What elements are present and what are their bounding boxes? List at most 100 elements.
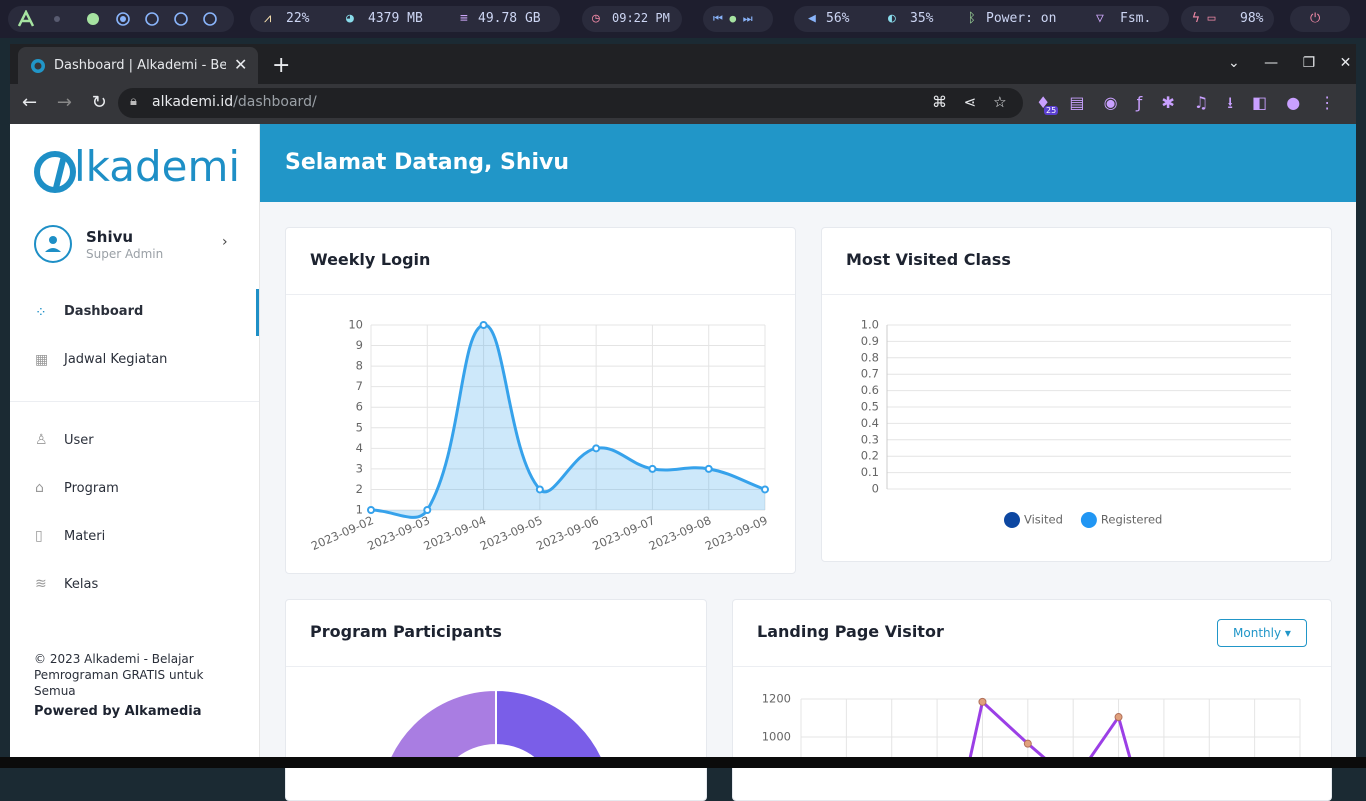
url-path: /dashboard/ xyxy=(233,94,317,110)
menu-item[interactable]: Materi xyxy=(64,529,106,544)
y-tick-label: 0.1 xyxy=(861,465,879,479)
menu-item[interactable]: Kelas xyxy=(64,577,99,592)
x-tick-label: 2023-09-06 xyxy=(534,513,601,553)
tab[interactable]: Dashboard | Alkademi - Belajar ✕ xyxy=(18,47,258,84)
x-tick-label: 2023-09-03 xyxy=(365,513,432,553)
menu-icon: ≋ xyxy=(35,576,47,592)
legend-swatch xyxy=(1004,512,1020,528)
y-tick-label: 3 xyxy=(356,461,363,475)
x-tick-label: 2023-09-05 xyxy=(478,513,545,553)
card-title: Program Participants xyxy=(310,622,502,641)
power-button[interactable]: ⏻ xyxy=(1310,11,1321,26)
bluetooth-icon: ᛒ xyxy=(968,11,976,26)
volume: 56% xyxy=(826,11,850,26)
card-divider xyxy=(733,666,1331,667)
point xyxy=(978,697,987,706)
memory: 4379 MB xyxy=(368,11,423,26)
address-bar[interactable]: 🔒︎ alkademi.id/dashboard/ ⌘ ⋖ ☆ xyxy=(118,88,1023,118)
url-host: alkademi.id xyxy=(152,94,234,110)
brightness: 35% xyxy=(910,11,934,26)
point xyxy=(704,464,713,473)
stats xyxy=(250,6,560,32)
memory-icon: ◕ xyxy=(346,11,354,26)
y-tick-label: 4 xyxy=(356,441,363,455)
system-bar: ⩘ 22% ◕ 4379 MB ≡ 49.78 GB ◷ 09:22 PM ⏮ … xyxy=(0,0,1366,38)
indicators xyxy=(794,6,1169,32)
header-title: Selamat Datang, Shivu xyxy=(285,150,570,175)
charts: 123456789102023-09-022023-09-032023-09-0… xyxy=(309,318,1301,757)
menu-item[interactable]: User xyxy=(64,433,94,448)
header: Selamat Datang, Shivu xyxy=(260,124,1356,202)
tab-close[interactable]: ✕ xyxy=(234,55,248,74)
wifi: Fsm. xyxy=(1120,11,1152,26)
user-name: Shivu xyxy=(86,228,134,246)
user-chevron[interactable]: › xyxy=(222,234,228,250)
filter-dropdown[interactable]: Monthly ▾ xyxy=(1217,619,1307,647)
point xyxy=(479,321,488,329)
y-tick-label: 7 xyxy=(356,379,363,393)
point xyxy=(761,485,769,494)
y-tick-label: 8 xyxy=(356,359,363,373)
menu-icon: ♙ xyxy=(35,432,48,448)
menu-icon: ⁘ xyxy=(35,305,47,321)
card: Most Visited Class xyxy=(821,227,1332,562)
media[interactable] xyxy=(703,6,773,32)
y-tick-label: 0.3 xyxy=(861,432,879,446)
y-tick-label: 6 xyxy=(356,400,363,414)
point xyxy=(367,506,375,514)
favicon xyxy=(31,59,45,73)
menu-item[interactable]: Jadwal Kegiatan xyxy=(64,352,168,367)
line xyxy=(968,698,1132,757)
wifi-icon: ▽ xyxy=(1096,11,1104,26)
y-tick-label: 0.7 xyxy=(861,367,879,381)
extensions[interactable]: ♦ ▤ ◉ ƒ ✱ ♫ ⭳ ◧ ● ⋮ xyxy=(1036,93,1336,112)
x-tick-label: 2023-09-04 xyxy=(421,513,488,553)
logo: lkademi xyxy=(74,142,241,191)
y-tick-label: 0.6 xyxy=(861,383,879,397)
clock: 09:22 PM xyxy=(612,11,670,25)
address-actions[interactable]: ⌘ ⋖ ☆ xyxy=(932,93,1007,111)
menu-icon: ⌂ xyxy=(35,480,44,496)
media-controls[interactable]: ⏮ ● ⏭ xyxy=(713,12,753,25)
y-tick-label: 1200 xyxy=(762,692,791,706)
x-tick-label: 2023-09-07 xyxy=(590,513,657,553)
active-indicator xyxy=(256,289,259,336)
y-tick-label: 0.9 xyxy=(861,334,879,348)
y-tick-label: 10 xyxy=(348,318,363,332)
window-controls[interactable]: ⌄ — ❐ ✕ xyxy=(1228,55,1352,71)
y-tick-label: 0 xyxy=(872,482,879,496)
new-tab[interactable]: + xyxy=(272,53,291,78)
filter-label: Monthly xyxy=(1233,626,1282,640)
point xyxy=(1114,713,1123,722)
legend-label: Registered xyxy=(1101,513,1162,527)
card-divider xyxy=(822,294,1331,295)
menu-icon: ▦ xyxy=(35,352,49,368)
cpu-icon: ⩘ xyxy=(264,11,272,26)
x-tick-label: 2023-09-09 xyxy=(703,513,770,553)
divider xyxy=(10,401,259,402)
y-tick-label: 1000 xyxy=(762,730,791,744)
card-divider xyxy=(286,294,795,295)
menu-item[interactable]: Dashboard xyxy=(64,304,144,319)
disk: 49.78 GB xyxy=(478,11,541,26)
menu-item[interactable]: Program xyxy=(64,481,119,496)
y-tick-label: 1 xyxy=(356,503,363,517)
y-tick-label: 5 xyxy=(356,420,363,434)
y-tick-label: 2 xyxy=(356,482,363,496)
footer: © 2023 Alkademi - Belajar Pemrograman GR… xyxy=(34,652,204,698)
lock-icon: 🔒︎ xyxy=(130,94,137,109)
powered-by: Powered by Alkamedia xyxy=(34,704,202,719)
tab-title: Dashboard | Alkademi - Belajar xyxy=(54,58,226,73)
card-title: Landing Page Visitor xyxy=(757,622,944,641)
logo-mark xyxy=(34,151,76,193)
sidebar: lkademi Shivu Super Admin › ⁘ Dashboard … xyxy=(10,124,260,757)
point xyxy=(423,506,432,514)
extension-badge: 25 xyxy=(1044,106,1059,115)
power-pill[interactable] xyxy=(1290,6,1350,32)
legend-label: Visited xyxy=(1024,513,1063,527)
nav-buttons[interactable]: ← → ↻ xyxy=(22,92,107,113)
card-divider xyxy=(286,666,706,667)
card-title: Most Visited Class xyxy=(846,250,1011,269)
